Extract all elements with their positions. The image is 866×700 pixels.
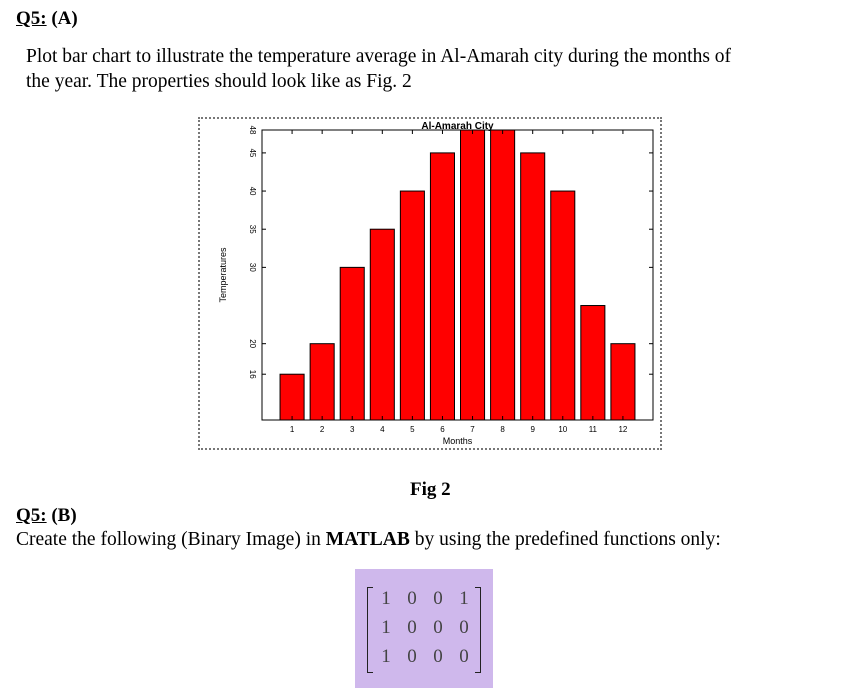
matrix-cell: 1 [381,646,391,667]
y-tick-label: 16 [248,370,257,379]
x-tick-label: 11 [589,425,598,434]
y-tick-label: 30 [248,263,257,272]
bar [279,373,305,421]
bar [339,266,365,421]
q5a-heading: Q5: (A) [16,8,78,30]
bar [429,152,455,421]
y-tick-label: 40 [248,187,257,196]
q5b-text-after: by using the predefined functions only: [409,529,721,550]
q5b-part: (B) [51,505,77,526]
matrix-cell: 0 [433,617,443,638]
x-axis-label: Months [443,436,473,446]
q5b-instruction: Create the following (Binary Image) in M… [16,527,721,552]
x-tick-label: 5 [410,425,415,434]
q5b-number: Q5: [16,505,47,526]
x-tick-label: 10 [558,425,567,434]
binary-matrix: 1 0 0 1 1 0 0 0 1 0 0 0 [367,587,481,673]
x-tick-label: 7 [470,425,475,434]
matrix-row-2: 1 0 0 0 [377,617,473,643]
bar [490,129,516,421]
y-tick-label: 48 [248,126,257,135]
q5a-line-1: Plot bar chart to illustrate the tempera… [26,46,732,67]
y-tick-label: 20 [248,339,257,348]
bar [460,129,486,421]
binary-matrix-box: 1 0 0 1 1 0 0 0 1 0 0 0 [355,569,493,688]
matrix-row-3: 1 0 0 0 [377,646,473,672]
matrix-cell: 0 [407,617,417,638]
bar [550,190,576,421]
x-tick-label: 6 [440,425,445,434]
x-tick-label: 2 [320,425,325,434]
chart-title: Al-Amarah City [421,121,494,132]
matrix-cell: 1 [381,588,391,609]
x-tick-label: 9 [530,425,535,434]
q5b-heading: Q5: (B) [16,505,77,527]
bar [580,305,606,421]
matrix-cell: 0 [433,588,443,609]
figure-caption: Fig 2 [410,479,451,500]
bar [399,190,425,421]
matrix-cell: 0 [407,646,417,667]
y-tick-label: 35 [248,225,257,234]
matrix-cell: 0 [459,617,469,638]
x-tick-label: 4 [380,425,385,434]
matrix-cell: 1 [459,588,469,609]
matrix-right-bracket [475,587,481,673]
q5a-number: Q5: [16,8,47,29]
bar [369,228,395,421]
bar [309,343,335,421]
x-tick-label: 12 [618,425,627,434]
bar [610,343,636,421]
matrix-left-bracket [367,587,373,673]
matrix-cell: 0 [459,646,469,667]
q5a-part: (A) [51,8,78,29]
q5b-text-bold: MATLAB [325,529,410,550]
y-tick-label: 45 [248,148,257,157]
q5b-text-before: Create the following (Binary Image) in [16,529,326,550]
bar [520,152,546,421]
x-tick-label: 8 [500,425,505,434]
x-tick-label: 1 [290,425,295,434]
figure-frame: 1 2 3 4 5 6 7 8 9 10 11 12 16 20 30 35 40 45 48 Al-Amarah C… [198,117,662,450]
matrix-cell: 0 [433,646,443,667]
matrix-cell: 1 [381,617,391,638]
q5a-line-2: the year. The properties should look lik… [26,71,412,92]
x-tick-label: 3 [350,425,355,434]
matrix-cell: 0 [407,588,417,609]
matrix-row-1: 1 0 0 1 [377,588,473,614]
y-axis-label: Temperatures [218,247,228,303]
